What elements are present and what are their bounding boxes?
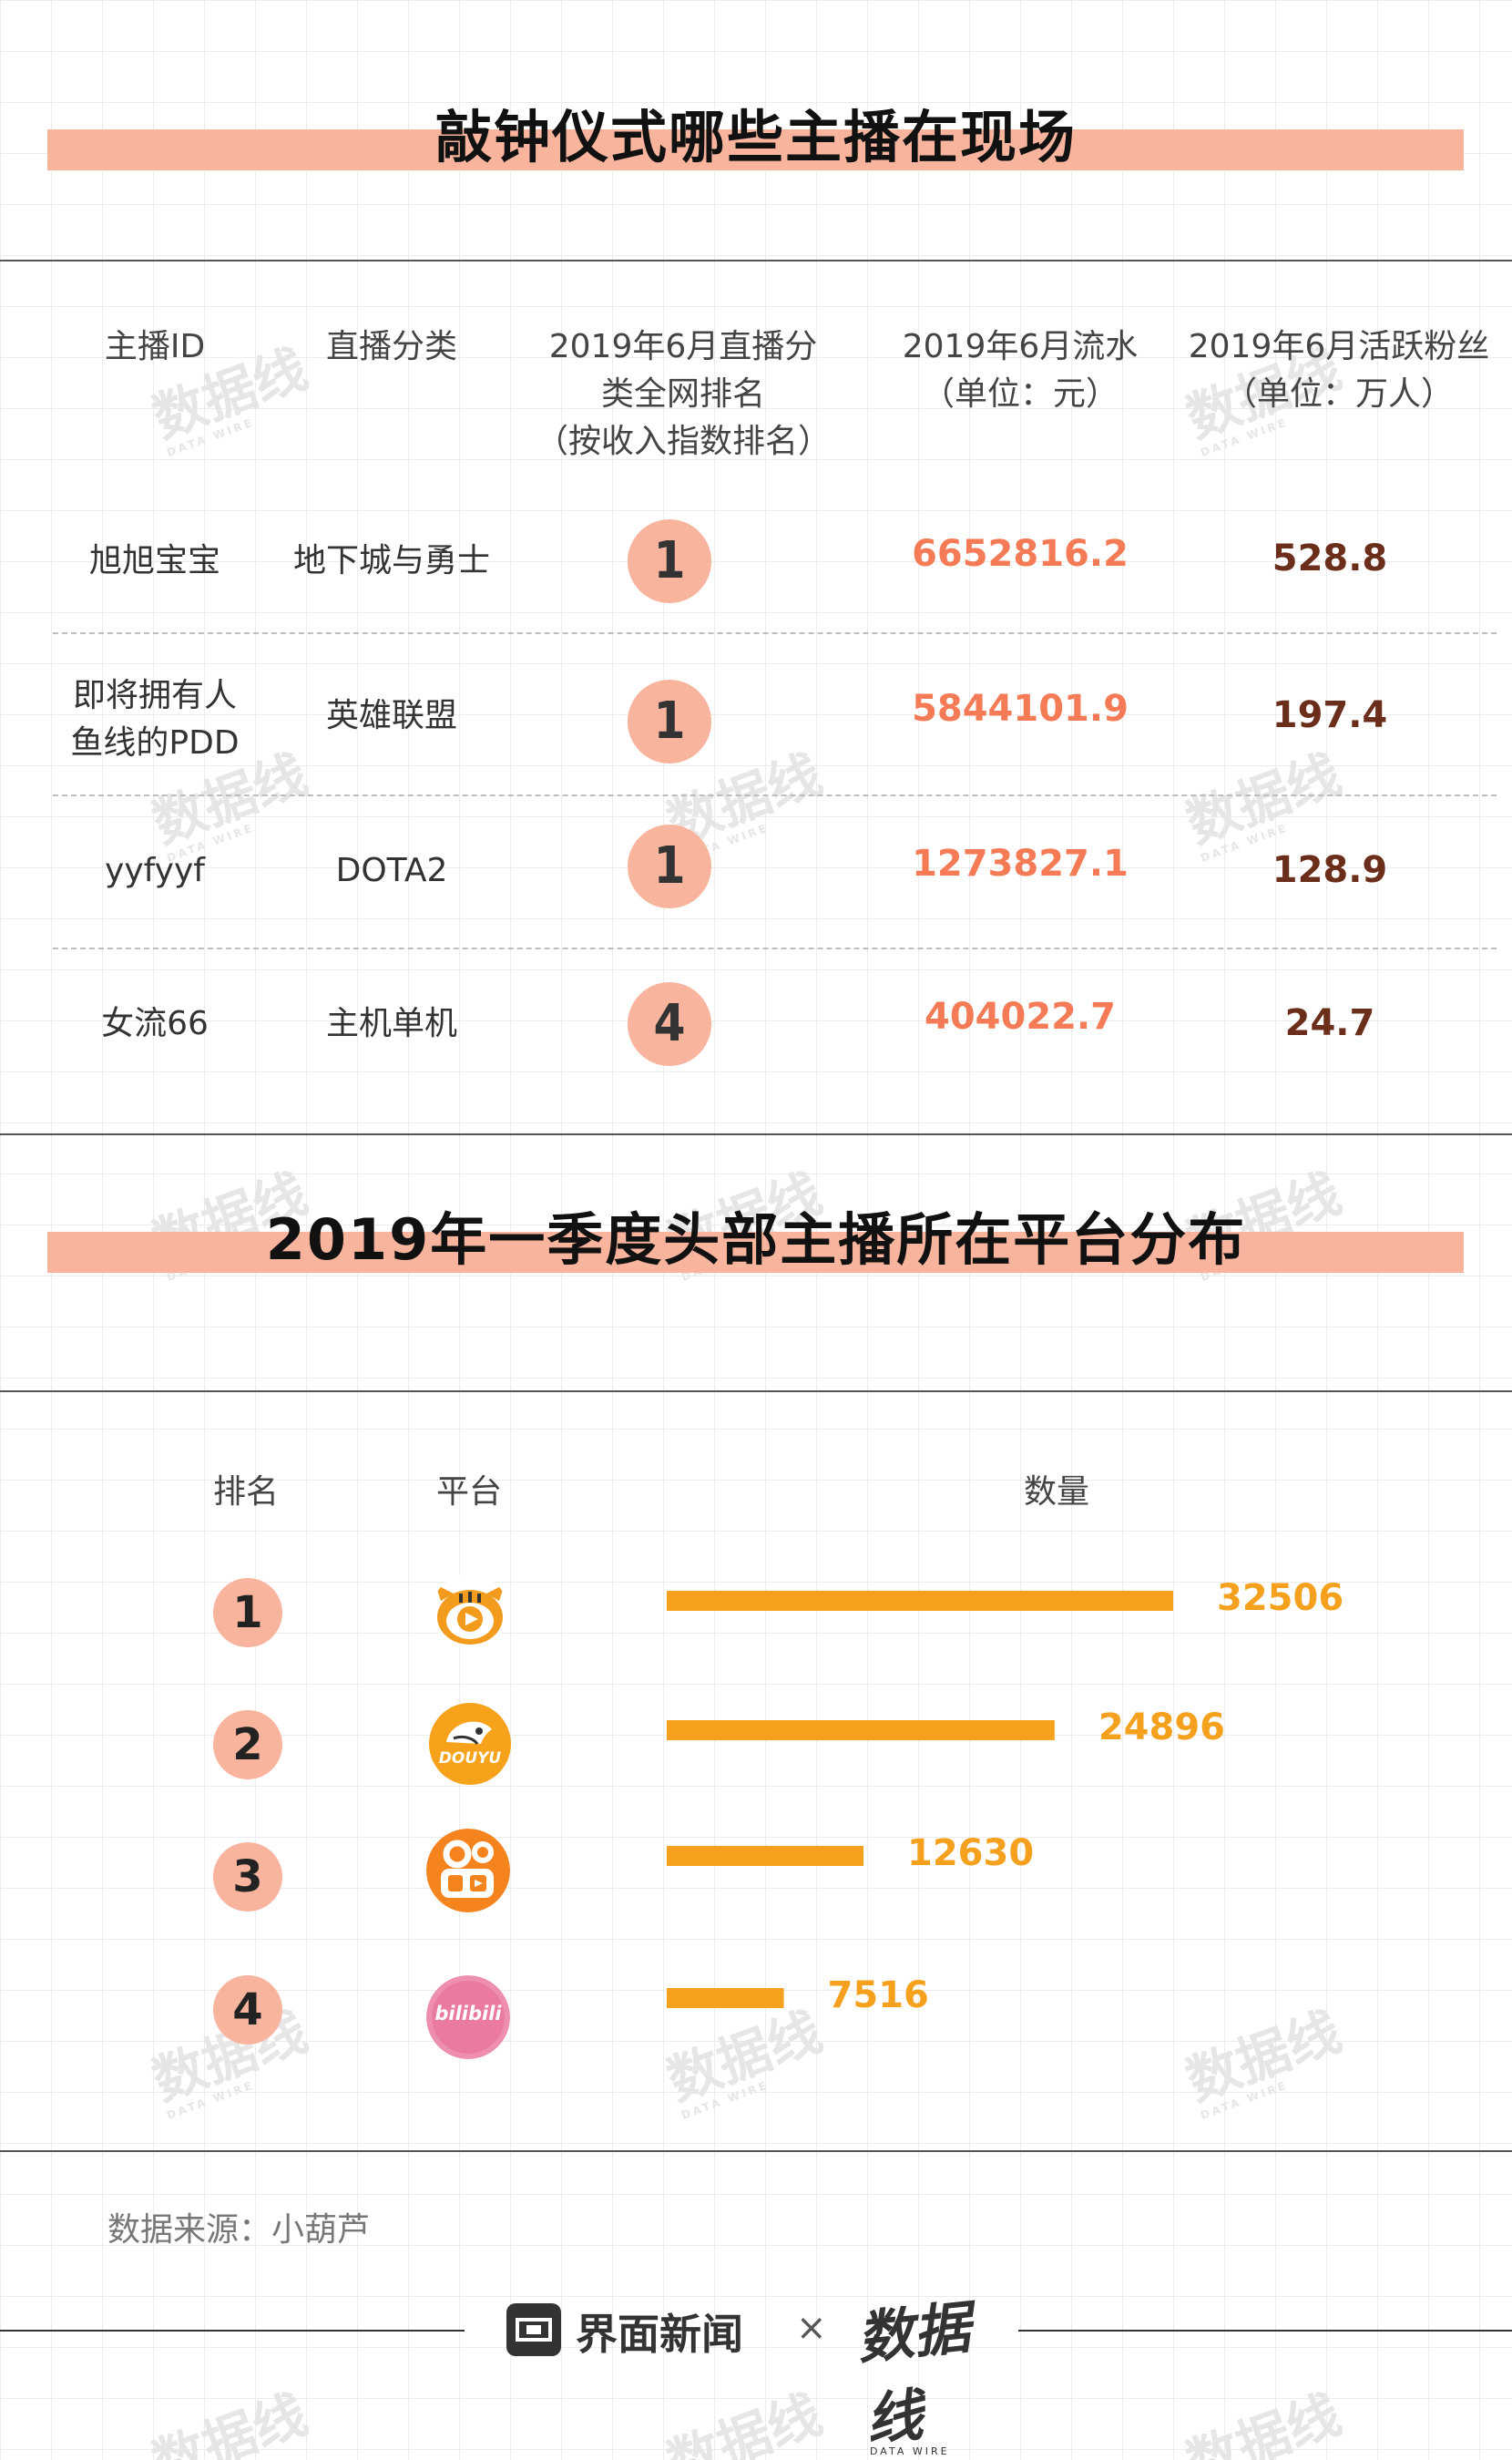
rank-circle: 1 (628, 519, 711, 603)
divider (0, 2150, 1512, 2152)
divider (0, 1390, 1512, 1392)
huya-logo (432, 1573, 508, 1650)
bar-value-label: 24896 (1098, 1707, 1225, 1748)
header-anchor-id: 主播ID (104, 328, 206, 365)
anchor-name: 即将拥有人 鱼线的PDD (70, 677, 240, 762)
anchor-category: DOTA2 (335, 852, 448, 889)
rank-badge: 3 (213, 1842, 282, 1912)
flow-value: 6652816.2 (912, 533, 1129, 575)
flow-value: 5844101.9 (912, 688, 1129, 730)
bar-1 (667, 1591, 1173, 1611)
bar-4 (667, 1988, 784, 2008)
section-title-platforms: 2019年一季度头部主播所在平台分布 (265, 1206, 1247, 1273)
huya-logo-icon (432, 1573, 508, 1650)
rank-circle: 1 (628, 680, 711, 764)
data-source: 数据来源：小葫芦 (107, 2211, 371, 2249)
bar-3 (667, 1846, 864, 1866)
divider (0, 260, 1512, 261)
anchor-name: 旭旭宝宝 (88, 542, 220, 579)
fans-value: 528.8 (1272, 538, 1388, 579)
partner-logo: 数据线 DATA WIRE (853, 2285, 1006, 2457)
kuaishou-logo (426, 1829, 510, 1912)
header-count: 数量 (1023, 1473, 1089, 1511)
flow-value: 404022.7 (924, 996, 1117, 1038)
header-flow: 2019年6月流水 （单位：元） (874, 323, 1166, 418)
douyu-logo-text: DOUYU (438, 1749, 502, 1768)
anchor-name: 女流66 (101, 1005, 209, 1042)
row-divider (53, 794, 1497, 796)
douyu-logo-icon (429, 1703, 511, 1785)
header-fans-line2: （单位：万人） (1223, 375, 1454, 413)
jiemian-logo-mark (516, 2318, 552, 2342)
partner-logo-sub: DATA WIRE (870, 2445, 950, 2457)
platform-bar-chart: 32506 24896 12630 7516 (667, 1577, 1343, 2016)
header-rank-line2: 类全网排名 (600, 375, 765, 413)
bar-2 (667, 1720, 1055, 1740)
title-band (47, 129, 1464, 170)
fans-value: 24.7 (1284, 1002, 1375, 1044)
divider (0, 1133, 1512, 1135)
bar-value-label: 32506 (1217, 1577, 1343, 1619)
fans-value: 128.9 (1272, 849, 1388, 891)
footer-line-left (0, 2330, 465, 2332)
header-rank: 2019年6月直播分 类全网排名 （按收入指数排名） (510, 323, 856, 466)
flow-value: 1273827.1 (912, 843, 1129, 885)
header-category: 直播分类 (325, 328, 457, 365)
anchor-category: 地下城与勇士 (292, 542, 490, 579)
bilibili-logo-icon (426, 1975, 510, 2059)
row-divider (53, 948, 1497, 949)
rank-circle: 1 (628, 825, 711, 908)
header-rank: 排名 (212, 1473, 279, 1511)
anchor-name: yyfyyf (105, 852, 205, 889)
header-rank-line3: （按收入指数排名） (535, 423, 831, 460)
anchor-category: 英雄联盟 (325, 697, 457, 734)
rank-badge: 2 (213, 1710, 282, 1779)
kuaishou-logo-icon (426, 1829, 510, 1912)
title-band (47, 1232, 1464, 1273)
section-title-anchors: 敲钟仪式哪些主播在现场 (434, 104, 1077, 170)
header-fans-line1: 2019年6月活跃粉丝 (1188, 328, 1490, 365)
rank-circle: 4 (628, 982, 711, 1066)
bilibili-logo: bilibili (426, 1975, 510, 2059)
anchor-category: 主机单机 (325, 1005, 457, 1042)
header-fans: 2019年6月活跃粉丝 （单位：万人） (1175, 323, 1503, 418)
rank-badge: 4 (213, 1975, 282, 2045)
footer-line-right (1018, 2330, 1512, 2332)
times-sign: × (796, 2307, 827, 2349)
header-flow-line2: （单位：元） (921, 375, 1119, 413)
bilibili-logo-text: bilibili (434, 2003, 502, 2024)
header-platform: 平台 (435, 1473, 502, 1511)
partner-logo-text: 数据线 (853, 2293, 974, 2454)
row-divider (53, 632, 1497, 634)
header-flow-line1: 2019年6月流水 (902, 328, 1139, 365)
jiemian-logo-icon (506, 2303, 561, 2356)
brand-name: 界面新闻 (576, 2310, 743, 2359)
rank-badge: 1 (213, 1578, 282, 1647)
fans-value: 197.4 (1272, 694, 1388, 736)
header-rank-line1: 2019年6月直播分 (548, 328, 818, 365)
bar-value-label: 12630 (907, 1832, 1034, 1874)
bar-value-label: 7516 (828, 1974, 929, 2016)
douyu-logo: DOUYU (426, 1702, 514, 1786)
